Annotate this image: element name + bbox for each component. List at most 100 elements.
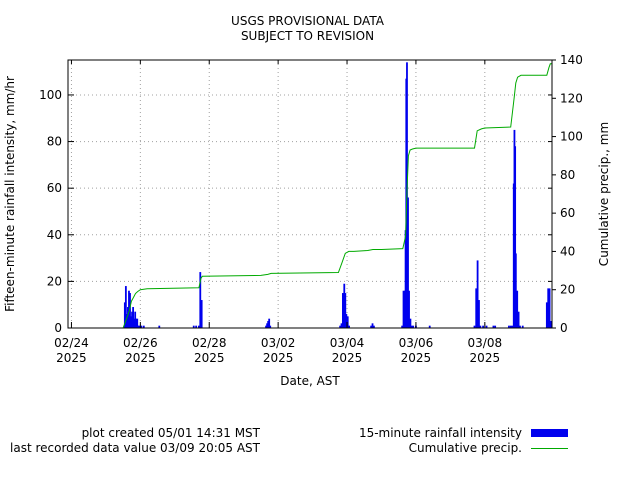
rainfall-bar [514,146,517,328]
rainfall-bar [269,325,272,328]
chart-title-line-2: SUBJECT TO REVISION [240,29,375,43]
rainfall-bar [545,302,548,328]
y2-tick-label: 100 [560,130,583,144]
rainfall-bar [200,300,203,328]
x-tick-label-year: 2025 [332,351,363,365]
y2-tick-label: 60 [560,206,575,220]
rainfall-bar [473,325,476,328]
rainfall-bar [519,325,521,328]
rainfall-bar [142,325,145,328]
rainfall-bar [266,323,269,328]
rainfall-bar [344,293,347,328]
y2-tick-label: 40 [560,244,575,258]
y2-tick-label: 80 [560,168,575,182]
rainfall-bar [348,325,350,328]
x-tick-label-date: 03/06 [399,336,434,350]
rainfall-bar [407,197,409,328]
rainfall-bar [485,325,488,328]
rainfall-bar [370,325,373,328]
x-axis-label: Date, AST [280,374,340,388]
rainfall-bar [127,307,129,328]
x-tick-label-date: 03/08 [468,336,503,350]
rainfall-bar [428,325,431,328]
legend-label-cumulative: Cumulative precip. [408,441,522,455]
rainfall-bar [267,321,270,328]
rainfall-bar [412,325,415,328]
y-tick-label: 100 [39,88,62,102]
x-tick-label-date: 03/02 [261,336,296,350]
x-tick-label-date: 02/28 [192,336,227,350]
rainfall-bar [402,290,405,328]
y2-tick-label: 140 [560,53,583,67]
y-axis-label: Fifteen-minute rainfall intensity, mm/hr [3,76,17,312]
rainfall-bar [158,325,161,328]
rainfall-bar [133,318,136,328]
last-recorded-note: last recorded data value 03/09 20:05 AST [10,441,260,455]
rainfall-bar [508,325,510,328]
x-tick-label-date: 02/24 [54,336,89,350]
rainfall-bar [137,325,140,328]
rainfall-bar [409,318,412,328]
rainfall-bar [517,311,520,328]
rainfall-bar [521,325,524,328]
rainfall-bar [124,286,127,328]
y-tick-label: 20 [47,274,62,288]
rainfall-bar [268,318,271,328]
rainfall-bar [341,293,344,328]
legend-swatch-intensity [531,429,568,437]
rainfall-bar [346,316,349,328]
rainfall-bar [132,307,135,328]
y-tick-label: 40 [47,228,62,242]
y2-tick-label: 20 [560,283,575,297]
plot-created-note: plot created 05/01 14:31 MST [81,426,260,440]
rainfall-bar [130,316,132,328]
rainfall-bar [131,311,133,328]
rainfall-bar [482,325,485,328]
rainfall-bar [373,325,375,328]
x-tick-label-year: 2025 [194,351,225,365]
rainfall-bar [123,302,126,328]
rainfall-bar [410,325,413,328]
rainfall-bar [548,288,551,328]
rainfall-bar [511,325,514,328]
x-tick-label-year: 2025 [263,351,294,365]
rainfall-bar [494,325,497,328]
plot-frame [67,59,553,329]
y2-tick-label: 120 [560,91,583,105]
rainfall-bar [340,323,343,328]
rainfall-bar [140,325,143,328]
y2-tick-label: 0 [560,321,568,335]
rainfall-bar [550,321,552,328]
y2-axis-label: Cumulative precip., mm [597,122,611,266]
rainfall-bar [516,290,519,328]
rainfall-bar [339,325,342,328]
rainfall-bar [138,325,141,328]
rainfall-bar [509,325,512,328]
legend-label-intensity: 15-minute rainfall intensity [358,426,522,440]
x-tick-label-year: 2025 [470,351,501,365]
rainfall-bar [547,288,550,328]
rainfall-bar [492,325,495,328]
rainfall-bar [475,288,478,328]
rainfall-bar [135,318,138,328]
rainfall-bar [136,318,139,328]
rainfall-bar [476,260,479,328]
y-tick-label: 0 [54,321,62,335]
chart-title-line-1: USGS PROVISIONAL DATA [231,14,384,28]
rainfall-bar [128,290,130,328]
x-tick-label-year: 2025 [56,351,87,365]
x-tick-label-date: 02/26 [123,336,158,350]
x-tick-label-date: 03/04 [330,336,365,350]
rainfall-bar [343,283,346,328]
rainfall-bar [198,325,200,328]
rainfall-bar [129,293,131,328]
rainfall-bar [199,272,202,328]
rainfall-bar [345,314,348,328]
y-tick-label: 60 [47,181,62,195]
rainfall-bar [126,314,128,328]
cumulative-precip-line [122,63,552,329]
rainfall-bar [478,300,480,328]
rainfall-bar [401,325,404,328]
rainfall-bar [408,290,410,328]
